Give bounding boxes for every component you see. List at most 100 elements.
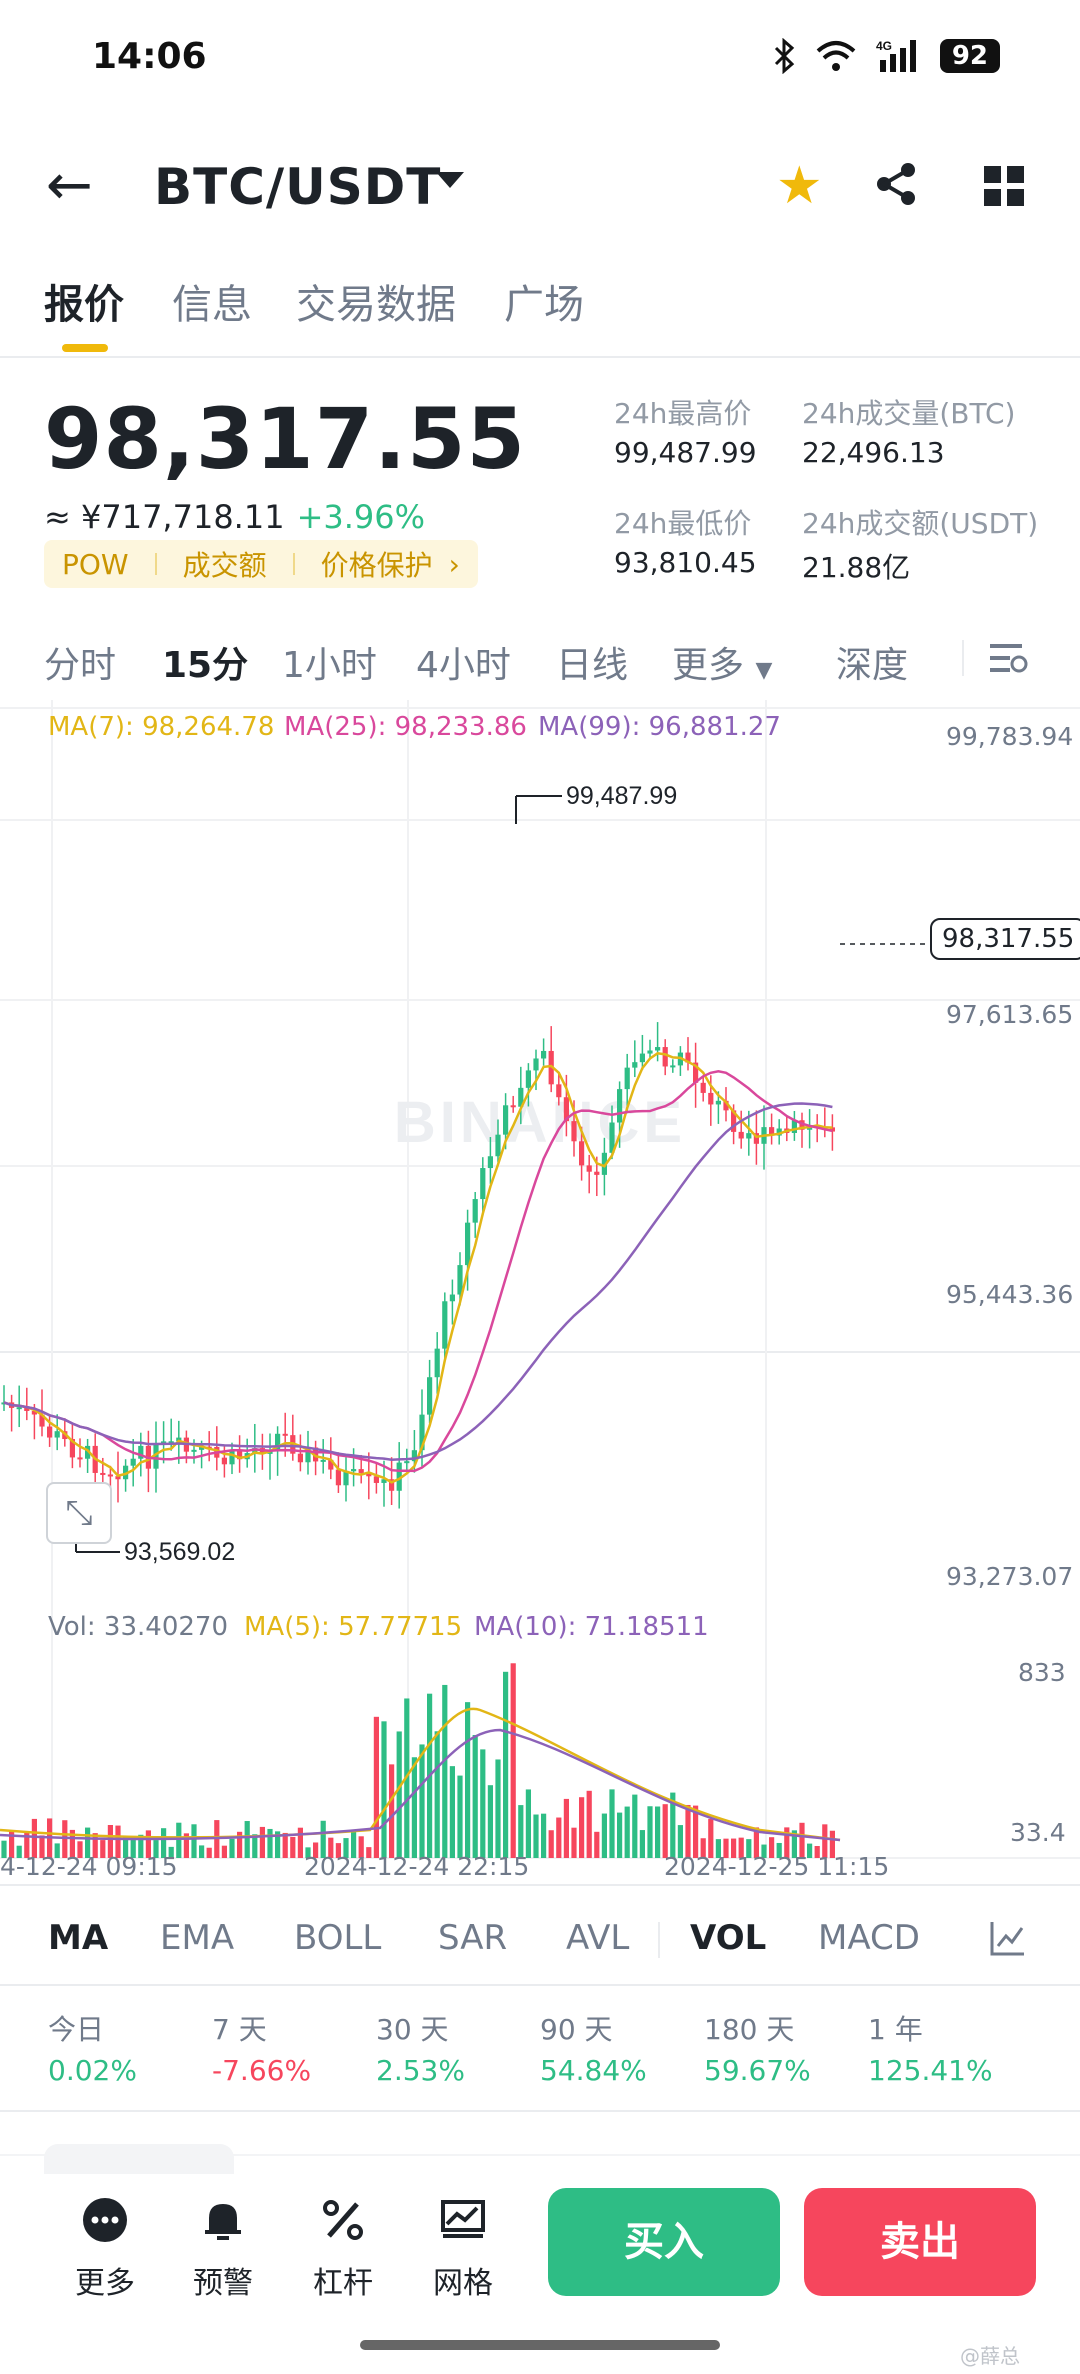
- leverage-label[interactable]: 杠杆: [313, 2266, 373, 2301]
- indicator-ma[interactable]: MA: [48, 1918, 109, 1958]
- star-icon[interactable]: ★: [776, 156, 823, 216]
- bluetooth-icon: [774, 38, 795, 74]
- tab-info[interactable]: 信息: [172, 282, 252, 328]
- volume-bar: [510, 1663, 516, 1858]
- grid-icon[interactable]: [984, 166, 1024, 206]
- battery-indicator: 92: [939, 39, 1000, 73]
- indicator-macd[interactable]: MACD: [818, 1918, 920, 1958]
- chevron-right-icon[interactable]: ›: [448, 547, 460, 581]
- volume-bar: [518, 1805, 524, 1858]
- interval-15m[interactable]: 15分: [162, 645, 249, 686]
- caret-down-icon[interactable]: [436, 172, 464, 188]
- more-icon[interactable]: [70, 2196, 140, 2255]
- performance-value: 0.02%: [48, 2054, 137, 2087]
- volume-bar: [434, 1731, 440, 1858]
- tag-separator: [154, 553, 157, 575]
- interval-more[interactable]: 更多 ▼: [672, 636, 772, 688]
- volume-bar: [366, 1847, 372, 1858]
- volume-bar: [677, 1825, 683, 1858]
- volume-bar: [639, 1830, 645, 1858]
- back-arrow-icon[interactable]: ←: [46, 153, 93, 218]
- interval-depth[interactable]: 深度: [836, 645, 909, 686]
- tag-row[interactable]: POW 成交额 价格保护 ›: [44, 540, 478, 588]
- volume-bar: [389, 1764, 395, 1858]
- candle-body: [632, 1062, 638, 1068]
- volume-bar: [77, 1841, 83, 1858]
- performance-value: 54.84%: [540, 2054, 647, 2087]
- alert-label[interactable]: 预警: [193, 2266, 253, 2301]
- tag-pow[interactable]: POW: [62, 547, 129, 581]
- indicator-settings-icon[interactable]: [988, 1918, 1028, 1962]
- candle-body: [791, 1120, 797, 1133]
- performance-label: 1 年: [868, 2013, 923, 2046]
- tag-turnover[interactable]: 成交额: [182, 549, 267, 582]
- indicator-avl[interactable]: AVL: [566, 1918, 630, 1958]
- volume-bar: [495, 1759, 501, 1858]
- volume-bar: [814, 1846, 820, 1858]
- candle-body: [24, 1407, 30, 1411]
- indicator-sar[interactable]: SAR: [438, 1918, 508, 1958]
- candle-body: [107, 1474, 113, 1477]
- candle-body: [693, 1062, 699, 1083]
- time-axis-label: 4-12-24 09:15: [0, 1852, 178, 1881]
- volume-bar: [708, 1818, 714, 1858]
- candle-body: [16, 1407, 22, 1410]
- volume-bar: [723, 1838, 729, 1858]
- indicator-boll[interactable]: BOLL: [294, 1918, 382, 1958]
- volume-bar: [411, 1757, 417, 1858]
- candle-body: [609, 1122, 615, 1153]
- ma7-legend: MA(7): 98,264.78: [48, 712, 275, 742]
- interval-4h[interactable]: 4小时: [416, 645, 511, 686]
- kline-chart[interactable]: BINANCE 99,487.99 93,569.02: [0, 700, 1080, 1880]
- home-indicator[interactable]: [360, 2340, 720, 2350]
- tab-trading-data[interactable]: 交易数据: [296, 282, 456, 328]
- grid-trading-label[interactable]: 网格: [433, 2266, 493, 2301]
- performance-value: 125.41%: [868, 2054, 993, 2087]
- volume-bar: [85, 1827, 91, 1858]
- chart-settings-icon[interactable]: [988, 640, 1028, 680]
- volume-bar: [69, 1829, 75, 1858]
- interval-1h[interactable]: 1小时: [282, 645, 377, 686]
- interval-daily[interactable]: 日线: [556, 645, 629, 686]
- low-label: 24h最低价: [614, 507, 752, 540]
- high-label: 24h最高价: [614, 397, 752, 430]
- candle-body: [351, 1469, 357, 1472]
- grid-trading-icon[interactable]: [428, 2196, 498, 2255]
- cny-price: ≈ ¥717,718.11: [44, 498, 285, 536]
- candle-body: [168, 1441, 174, 1444]
- expand-icon[interactable]: ⤡: [46, 1482, 112, 1544]
- candle-body: [670, 1065, 676, 1068]
- candle-body: [47, 1426, 53, 1438]
- share-icon[interactable]: [872, 160, 920, 212]
- candle-body: [434, 1348, 440, 1378]
- candle-body: [738, 1131, 744, 1139]
- volume-bar: [738, 1837, 744, 1858]
- caret-down-icon: ▼: [755, 658, 773, 683]
- candle-body: [525, 1070, 531, 1088]
- indicator-ema[interactable]: EMA: [160, 1918, 235, 1958]
- candle-body: [533, 1058, 539, 1071]
- more-label[interactable]: 更多: [75, 2266, 135, 2301]
- volume-bar: [358, 1836, 364, 1858]
- volume-bar: [153, 1840, 159, 1858]
- volume-ma-lines: [0, 1707, 841, 1842]
- volume-bar: [328, 1837, 334, 1858]
- tab-square[interactable]: 广场: [504, 282, 584, 328]
- volume-bar: [533, 1814, 539, 1858]
- interval-timeshare[interactable]: 分时: [44, 645, 117, 686]
- volume-btc-value: 22,496.13: [802, 436, 945, 469]
- sell-button[interactable]: 卖出: [804, 2188, 1036, 2296]
- volume-bar: [655, 1806, 661, 1858]
- y-axis-tick: 97,613.65: [946, 1000, 1074, 1029]
- buy-button[interactable]: 买入: [548, 2188, 780, 2296]
- leverage-icon[interactable]: [308, 2196, 378, 2255]
- pair-title[interactable]: BTC/USDT: [154, 158, 442, 216]
- candle-body: [138, 1445, 144, 1459]
- bell-icon[interactable]: [188, 2196, 258, 2255]
- candle-body: [579, 1141, 585, 1166]
- tab-quote[interactable]: 报价: [44, 282, 124, 328]
- volume-bar: [449, 1766, 455, 1858]
- volume-bar: [168, 1846, 174, 1858]
- indicator-vol[interactable]: VOL: [690, 1918, 767, 1958]
- tag-price-protection[interactable]: 价格保护: [320, 549, 433, 582]
